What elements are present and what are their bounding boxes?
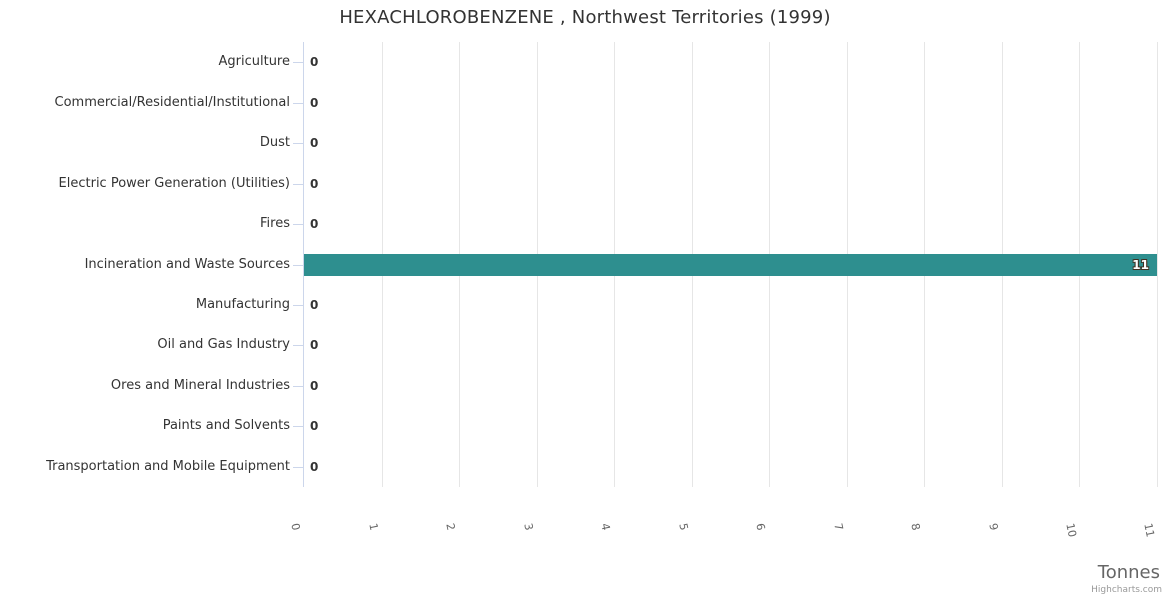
x-axis-tick-label: 8 [908,522,923,532]
category-label: Ores and Mineral Industries [110,378,290,393]
x-axis-tick-label: 2 [443,522,458,532]
y-axis-tick [293,184,303,185]
gridline [1157,42,1158,487]
y-axis-tick [293,265,303,266]
category-label: Oil and Gas Industry [157,337,290,352]
data-label-zero: 0 [310,419,319,433]
y-axis-tick [293,305,303,306]
y-axis-tick [293,345,303,346]
x-axis-tick-label: 3 [521,522,536,532]
category-label: Electric Power Generation (Utilities) [58,176,290,191]
x-axis-tick-label: 4 [598,522,613,532]
category-label: Agriculture [218,54,291,69]
category-label: Paints and Solvents [162,418,290,433]
x-axis-tick-label: 9 [986,522,1001,532]
data-label-zero: 0 [310,298,319,312]
x-axis-tick-label: 1 [366,522,381,532]
data-label-zero: 0 [310,55,319,69]
x-axis-tick-label: 0 [288,522,303,532]
category-label: Incineration and Waste Sources [84,257,290,272]
data-label-zero: 0 [310,217,319,231]
data-label-zero: 0 [310,177,319,191]
bar-value-label: 11 [1132,258,1149,272]
x-axis-tick-label: 10 [1063,522,1079,539]
category-label: Fires [260,216,290,231]
category-label: Transportation and Mobile Equipment [46,459,290,474]
y-axis-tick [293,386,303,387]
y-axis-tick [293,103,303,104]
x-axis-tick-label: 7 [831,522,846,532]
x-axis-tick-label: 11 [1141,522,1157,539]
highcharts-credit-link[interactable]: Highcharts.com [1091,585,1162,595]
x-axis-title: Tonnes [1097,562,1160,583]
y-axis-tick [293,143,303,144]
x-axis-tick-label: 6 [753,522,768,532]
y-axis-tick [293,62,303,63]
category-label: Commercial/Residential/Institutional [54,95,291,110]
y-axis-tick [293,467,303,468]
y-axis-tick [293,224,303,225]
data-label-zero: 0 [310,136,319,150]
x-axis-tick-label: 5 [676,522,691,532]
y-axis-tick [293,426,303,427]
chart-title: HEXACHLOROBENZENE , Northwest Territorie… [339,7,831,28]
category-label: Manufacturing [195,297,290,312]
category-label: Dust [259,135,290,150]
data-label-zero: 0 [310,338,319,352]
data-label-zero: 0 [310,96,319,110]
data-label-zero: 0 [310,460,319,474]
bar-incineration-and-waste-sources[interactable]: 11 [304,254,1157,276]
data-label-zero: 0 [310,379,319,393]
